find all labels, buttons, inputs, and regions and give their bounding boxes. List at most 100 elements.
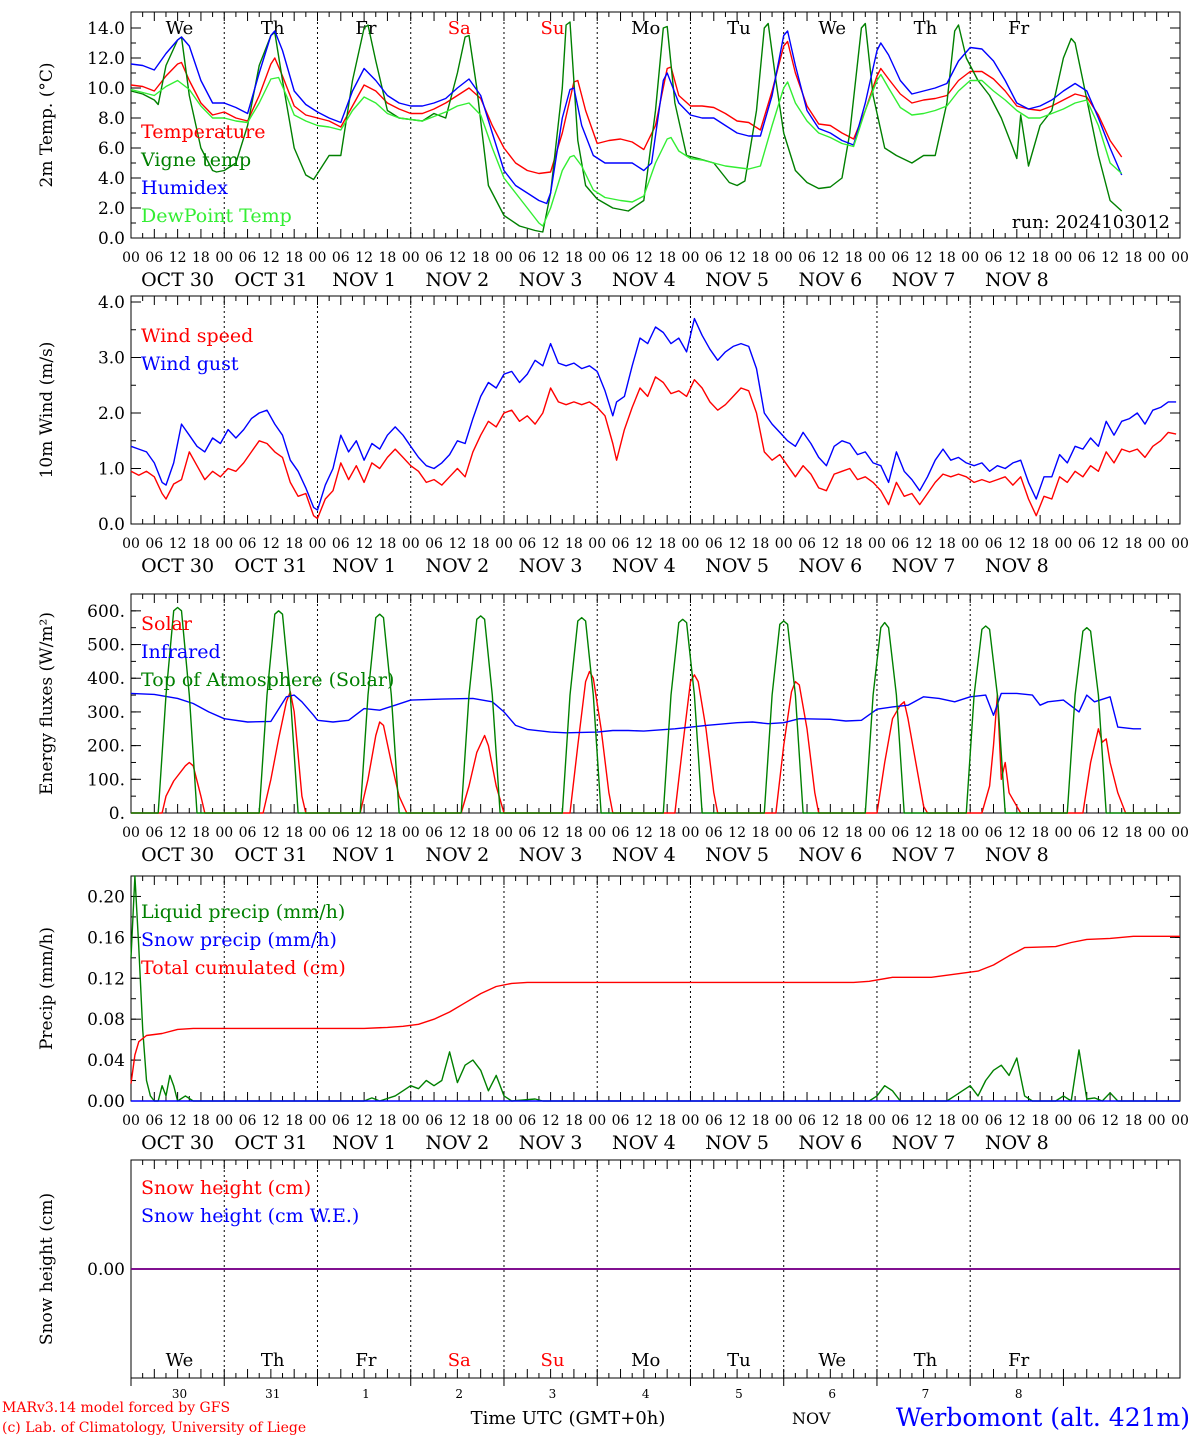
x-hour-label: 00: [122, 250, 140, 266]
y-tick-label: 500.: [87, 636, 125, 656]
series-line-liquid-precip-mm-h: [130, 875, 1180, 1102]
x-hour-label: 18: [192, 825, 210, 841]
x-hour-label: 12: [355, 536, 373, 552]
series-line-temperature: [130, 40, 1123, 175]
x-hour-label: 12: [169, 1113, 187, 1129]
y-tick-label: 0.16: [87, 928, 125, 948]
x-hour-label: 00: [961, 825, 979, 841]
weekday-label: Th: [261, 18, 285, 39]
x-hour-label: 06: [705, 825, 723, 841]
x-hour-label: 18: [565, 825, 583, 841]
y-tick-label: 100.: [87, 770, 125, 790]
x-hour-label: 00: [402, 250, 420, 266]
footer-day-number: 5: [735, 1387, 743, 1401]
x-hour-label: 00: [1148, 250, 1166, 266]
x-hour-label: 00: [588, 825, 606, 841]
x-hour-label: 06: [518, 250, 536, 266]
x-hour-label: 00: [868, 250, 886, 266]
x-hour-label: 18: [938, 825, 956, 841]
series-line-top-of-atmosphere-solar: [131, 606, 1180, 814]
weekday-label: Th: [914, 18, 938, 39]
weekday-label: We: [818, 18, 846, 39]
x-date-label: NOV 4: [612, 844, 676, 866]
x-date-label: OCT 30: [141, 269, 214, 291]
x-hour-label: 12: [448, 1113, 466, 1129]
x-hour-label: 00: [1055, 250, 1073, 266]
x-hour-label: 18: [845, 1113, 863, 1129]
footer-time-label: Time UTC (GMT+0h): [471, 1408, 666, 1429]
x-hour-label: 12: [915, 250, 933, 266]
weekday-label: Mo: [631, 18, 660, 39]
x-hour-label: 06: [332, 536, 350, 552]
x-hour-label: 12: [355, 1113, 373, 1129]
x-hour-label: 00: [122, 1113, 140, 1129]
x-hour-label: 18: [658, 1113, 676, 1129]
x-hour-label: 06: [985, 536, 1003, 552]
x-hour-label: 18: [1031, 250, 1049, 266]
legend-entry: Humidex: [141, 177, 228, 199]
x-date-label: NOV 6: [798, 555, 862, 577]
x-hour-label: 18: [472, 825, 490, 841]
y-tick-label: 0.08: [87, 1010, 125, 1030]
x-hour-label: 18: [658, 536, 676, 552]
x-hour-label: 06: [1078, 250, 1096, 266]
footer-station-label: Werbomont (alt. 421m): [896, 1403, 1190, 1432]
weekday-label: We: [818, 1350, 846, 1371]
x-hour-label: 12: [915, 825, 933, 841]
run-label: run: 2024103012: [1012, 212, 1170, 233]
x-hour-label: 06: [425, 825, 443, 841]
x-hour-label: 06: [145, 1113, 163, 1129]
y-tick-label: 3.0: [98, 349, 125, 369]
x-date-label: NOV 4: [612, 1132, 676, 1154]
x-hour-label: 18: [472, 536, 490, 552]
footer-day-number: 6: [828, 1387, 836, 1401]
panel-snow: 0.00 Snow height (cm) We Th Fr Sa Su Mo Tu We Th Fr…: [37, 1159, 1181, 1379]
x-hour-label: 00: [1148, 536, 1166, 552]
y-tick-label: 0.0: [98, 229, 125, 249]
x-hour-label: 00: [961, 1113, 979, 1129]
x-hour-label: 00: [122, 825, 140, 841]
x-hour-label: 00: [682, 1113, 700, 1129]
x-date-label: NOV 8: [985, 555, 1049, 577]
y-tick-label: 4.0: [98, 293, 125, 313]
footer-day-number: 8: [1015, 1387, 1023, 1401]
x-date-label: OCT 30: [141, 1132, 214, 1154]
x-hour-label: 12: [915, 1113, 933, 1129]
weekday-label: Su: [540, 18, 564, 39]
x-hour-label: 00: [961, 536, 979, 552]
x-hour-label: 12: [915, 536, 933, 552]
x-hour-label: 06: [798, 250, 816, 266]
x-hour-label: 00: [402, 1113, 420, 1129]
x-date-label: NOV 1: [332, 1132, 396, 1154]
x-hour-label: 06: [798, 825, 816, 841]
x-hour-label: 18: [192, 536, 210, 552]
x-hour-label: 12: [635, 536, 653, 552]
panel-temperature: 0.0 2.0 4.0 6.0 8.0 10.0 12.0 14.0 2m Temp. (°C)…: [37, 11, 1189, 291]
x-hour-label: 06: [145, 250, 163, 266]
y-tick-label: 0.00: [87, 1092, 125, 1112]
x-date-label: NOV 2: [425, 844, 489, 866]
y-tick-label: 0.: [109, 804, 125, 824]
legend-entry: DewPoint Temp: [141, 205, 292, 227]
x-date-label: NOV 1: [332, 844, 396, 866]
series-line-dewpoint-temp: [130, 73, 1123, 227]
legend-entry: Snow height (cm): [141, 1177, 311, 1199]
x-hour-label: 18: [1124, 250, 1142, 266]
x-hour-label: 18: [379, 250, 397, 266]
x-hour-label: 00: [775, 536, 793, 552]
x-hour-label: 06: [798, 1113, 816, 1129]
x-hour-label: 18: [658, 825, 676, 841]
legend-entry: Wind speed: [141, 325, 253, 347]
footer-day-number: 3: [549, 1387, 557, 1401]
x-hour-label: 00: [775, 825, 793, 841]
x-date-label: NOV 5: [705, 269, 769, 291]
x-hour-label: 18: [472, 1113, 490, 1129]
x-hour-label: 12: [728, 1113, 746, 1129]
weekday-label: Fr: [355, 1350, 376, 1371]
x-hour-label: 18: [1031, 1113, 1049, 1129]
x-hour-label: 12: [821, 536, 839, 552]
x-hour-label: 06: [1078, 825, 1096, 841]
x-hour-label: 00: [1171, 1113, 1189, 1129]
footer-day-number: 1: [362, 1387, 370, 1401]
x-hour-label: 00: [309, 250, 327, 266]
